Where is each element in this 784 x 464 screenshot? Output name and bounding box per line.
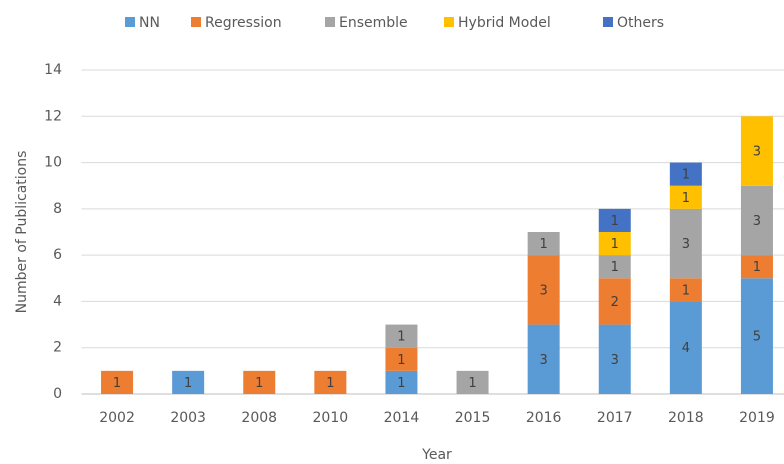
data-label: 2 — [611, 295, 619, 310]
x-tick-label: 2010 — [313, 410, 349, 426]
bar-segment — [669, 301, 702, 394]
bar-segment — [456, 370, 489, 394]
data-label: 1 — [611, 260, 619, 275]
x-tick-label: 2016 — [526, 410, 562, 426]
y-tick-label: 2 — [53, 340, 62, 356]
bar-segment — [101, 370, 134, 394]
data-label: 1 — [397, 353, 405, 368]
bar-segment — [598, 324, 631, 394]
x-tick-label: 2017 — [597, 410, 633, 426]
data-label: 3 — [611, 353, 619, 368]
x-axis-title: Year — [421, 447, 452, 463]
data-label: 1 — [682, 191, 690, 206]
data-label: 1 — [397, 330, 405, 345]
data-label: 3 — [753, 214, 761, 229]
data-label: 1 — [682, 283, 690, 298]
x-tick-label: 2014 — [384, 410, 420, 426]
legend-swatch — [125, 17, 135, 27]
data-label: 1 — [682, 168, 690, 183]
x-tick-label: 2018 — [668, 410, 704, 426]
y-tick-label: 4 — [53, 293, 62, 309]
x-tick-label: 2015 — [455, 410, 491, 426]
bar-segment — [527, 324, 560, 394]
bar-segment — [669, 278, 702, 302]
data-label: 1 — [611, 237, 619, 252]
y-tick-label: 6 — [53, 247, 62, 263]
bar-segment — [598, 232, 631, 256]
bar-segment — [740, 278, 773, 394]
y-tick-label: 0 — [53, 386, 62, 402]
legend-label: Ensemble — [339, 15, 408, 31]
y-tick-label: 14 — [44, 62, 62, 78]
x-tick-label: 2019 — [739, 410, 775, 426]
y-tick-label: 8 — [53, 201, 62, 217]
bar-segment — [598, 278, 631, 325]
data-label: 1 — [184, 376, 192, 391]
bar-segment — [598, 255, 631, 279]
bar-segment — [527, 232, 560, 256]
bar-segment — [598, 208, 631, 232]
legend-label: Hybrid Model — [458, 15, 551, 31]
bar-segment — [669, 208, 702, 279]
legend-label: Regression — [205, 15, 282, 31]
bar-segment — [314, 370, 347, 394]
data-label: 1 — [540, 237, 548, 252]
legend-swatch — [603, 17, 613, 27]
bar-segment — [527, 255, 560, 325]
x-tick-label: 2008 — [241, 410, 277, 426]
bar-segment — [385, 347, 418, 371]
bar-segment — [172, 370, 205, 394]
bar-segment — [740, 185, 773, 256]
legend-swatch — [191, 17, 201, 27]
data-label: 3 — [540, 353, 548, 368]
bar-segment — [740, 255, 773, 279]
legend-swatch — [444, 17, 454, 27]
data-label: 5 — [753, 330, 761, 345]
data-label: 3 — [540, 283, 548, 298]
y-tick-label: 12 — [44, 108, 62, 124]
legend-swatch — [325, 17, 335, 27]
data-label: 1 — [397, 376, 405, 391]
data-label: 3 — [682, 237, 690, 252]
legend-label: Others — [617, 15, 664, 31]
x-tick-label: 2003 — [170, 410, 206, 426]
bar-segment — [243, 370, 276, 394]
bar-segment — [740, 116, 773, 186]
data-label: 3 — [753, 145, 761, 160]
y-tick-label: 10 — [44, 155, 62, 171]
data-label: 1 — [753, 260, 761, 275]
bar-segment — [669, 162, 702, 186]
bar-segment — [385, 324, 418, 348]
data-label: 4 — [682, 341, 690, 356]
data-label: 1 — [326, 376, 334, 391]
y-axis-title: Number of Publications — [14, 151, 30, 314]
x-tick-label: 2002 — [99, 410, 135, 426]
data-label: 1 — [611, 214, 619, 229]
data-label: 1 — [113, 376, 121, 391]
legend-label: NN — [139, 15, 160, 31]
data-label: 1 — [255, 376, 263, 391]
data-label: 1 — [468, 376, 476, 391]
bar-segment — [385, 370, 418, 394]
bar-segment — [669, 185, 702, 209]
